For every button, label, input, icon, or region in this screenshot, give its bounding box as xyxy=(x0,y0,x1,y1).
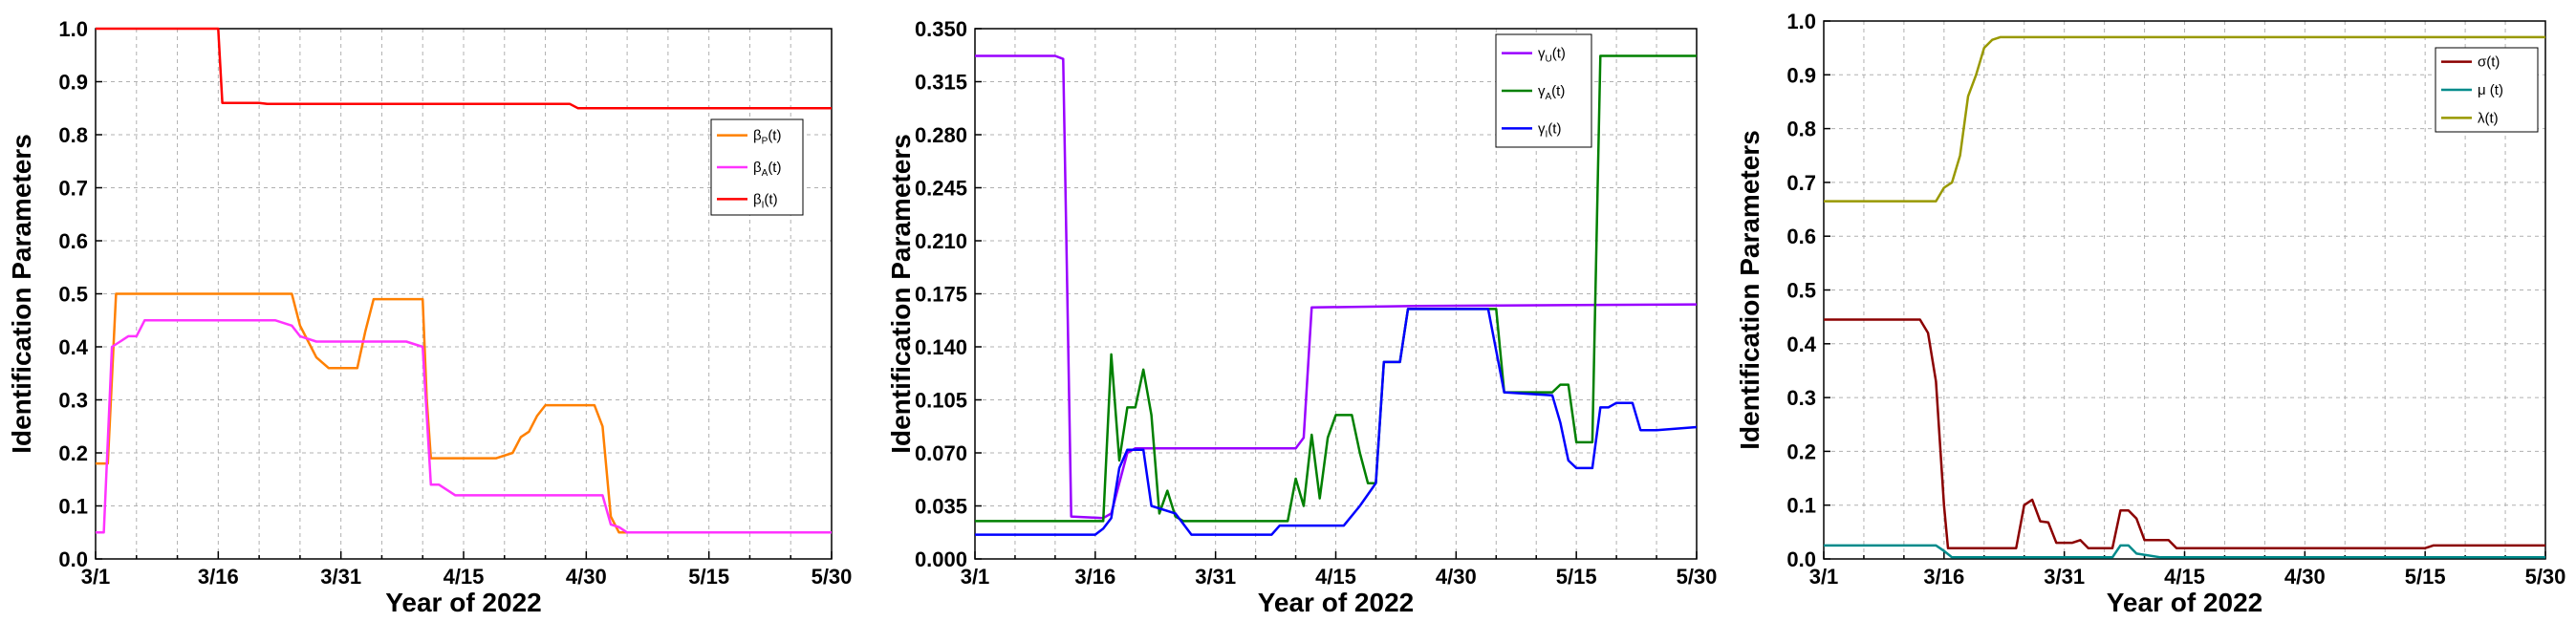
y-tick-label: 0.5 xyxy=(58,283,88,307)
y-tick-label: 0.1 xyxy=(1786,494,1816,518)
legend-label: βP(t) xyxy=(753,128,781,147)
x-tick-label: 4/15 xyxy=(2164,565,2205,589)
y-tick-label: 0.035 xyxy=(915,495,967,519)
y-tick-label: 0.350 xyxy=(915,17,967,41)
legend-label: γU(t) xyxy=(1538,46,1566,65)
y-tick-label: 0.5 xyxy=(1786,279,1816,303)
series-line-2 xyxy=(975,54,1697,523)
x-tick-label: 3/16 xyxy=(1074,565,1115,589)
y-tick-label: 0.3 xyxy=(58,389,88,413)
x-tick-label: 5/30 xyxy=(812,565,853,589)
y-tick-label: 0.210 xyxy=(915,229,967,253)
series-line-1 xyxy=(1824,318,2545,549)
legend-label: γA(t) xyxy=(1538,83,1565,102)
y-tick-label: 0.4 xyxy=(58,335,88,359)
series-line-3 xyxy=(1824,35,2545,203)
y-tick-label: 0.140 xyxy=(915,335,967,359)
legend-label: μ (t) xyxy=(2478,82,2503,98)
y-tick-label: 0.1 xyxy=(58,495,88,519)
x-tick-label: 3/1 xyxy=(1809,565,1839,589)
y-tick-label: 0.070 xyxy=(915,441,967,465)
x-tick-label: 4/15 xyxy=(444,565,485,589)
y-tick-label: 0.280 xyxy=(915,123,967,147)
y-tick-label: 0.8 xyxy=(58,123,88,147)
legend: γU(t) γA(t) γI(t) xyxy=(1495,33,1592,148)
y-tick-label: 0.2 xyxy=(1786,440,1816,463)
y-tick-label: 0.245 xyxy=(915,177,967,201)
x-tick-label: 3/16 xyxy=(1923,565,1964,589)
chart-3: 0.0 0.1 0.2 0.3 0.4 0.5 0.6 0.7 0.8 0.9 1.0 3/1 3/16… xyxy=(1735,10,2565,617)
chart-2: 0.000 0.035 0.070 0.105 0.140 0.175 0.210 0.245… xyxy=(886,17,1717,617)
y-tick-label: 0.9 xyxy=(1786,63,1816,87)
y-tick-label: 0.0 xyxy=(1786,547,1816,571)
x-axis-title: Year of 2022 xyxy=(2107,588,2262,617)
x-tick-label: 5/15 xyxy=(2405,565,2446,589)
x-tick-label: 4/15 xyxy=(1315,565,1356,589)
legend-label: βI(t) xyxy=(753,191,778,210)
chart-1: 0.0 0.1 0.2 0.3 0.4 0.5 0.6 0.7 0.8 0.9 1.0 3/1 3/16… xyxy=(7,17,852,617)
y-tick-label: 0.8 xyxy=(1786,118,1816,141)
y-tick-label: 0.2 xyxy=(58,441,88,465)
series-line-2 xyxy=(96,319,832,534)
y-axis-title: Identification Parameters xyxy=(1735,130,1764,450)
x-tick-label: 3/16 xyxy=(198,565,239,589)
x-tick-label: 5/30 xyxy=(2525,565,2566,589)
y-tick-label: 0.6 xyxy=(58,229,88,253)
y-tick-label: 1.0 xyxy=(58,17,88,41)
y-tick-label: 0.7 xyxy=(1786,171,1816,195)
y-tick-label: 0.0 xyxy=(58,547,88,571)
x-tick-label: 3/31 xyxy=(1195,565,1236,589)
legend-label: λ(t) xyxy=(2478,110,2499,126)
y-tick-label: 0.175 xyxy=(915,283,967,307)
y-tick-label: 0.105 xyxy=(915,389,967,413)
y-tick-label: 1.0 xyxy=(1786,10,1816,33)
x-tick-label: 3/1 xyxy=(81,565,111,589)
legend-label: γI(t) xyxy=(1538,120,1561,139)
series-line-3 xyxy=(975,308,1698,536)
y-tick-label: 0.3 xyxy=(1786,386,1816,410)
legend-label: σ(t) xyxy=(2478,54,2500,71)
y-tick-label: 0.315 xyxy=(915,71,967,95)
x-tick-label: 3/31 xyxy=(2044,565,2085,589)
y-tick-label: 0.000 xyxy=(915,547,967,571)
x-axis-title: Year of 2022 xyxy=(385,588,541,617)
x-tick-label: 5/15 xyxy=(1556,565,1597,589)
x-tick-label: 5/15 xyxy=(688,565,729,589)
series-line-1 xyxy=(96,292,832,534)
x-tick-label: 4/30 xyxy=(1436,565,1477,589)
legend: βP(t) βA(t) βI(t) xyxy=(710,118,804,216)
legend: σ(t) μ (t) λ(t) xyxy=(2435,47,2539,133)
y-tick-label: 0.4 xyxy=(1786,332,1816,356)
series-line-2 xyxy=(1824,544,2545,559)
y-axis-title: Identification Parameters xyxy=(7,134,36,454)
x-tick-label: 3/31 xyxy=(320,565,361,589)
x-tick-label: 4/30 xyxy=(566,565,607,589)
series-line-1 xyxy=(975,54,1698,520)
x-tick-label: 5/30 xyxy=(1677,565,1718,589)
x-tick-label: 3/1 xyxy=(961,565,990,589)
legend-label: βA(t) xyxy=(753,160,781,179)
y-tick-label: 0.6 xyxy=(1786,225,1816,248)
series-line-3 xyxy=(96,27,832,110)
y-tick-label: 0.7 xyxy=(58,177,88,201)
y-tick-label: 0.9 xyxy=(58,71,88,95)
y-axis-title: Identification Parameters xyxy=(886,134,916,454)
x-axis-title: Year of 2022 xyxy=(1258,588,1414,617)
x-tick-label: 4/30 xyxy=(2284,565,2326,589)
